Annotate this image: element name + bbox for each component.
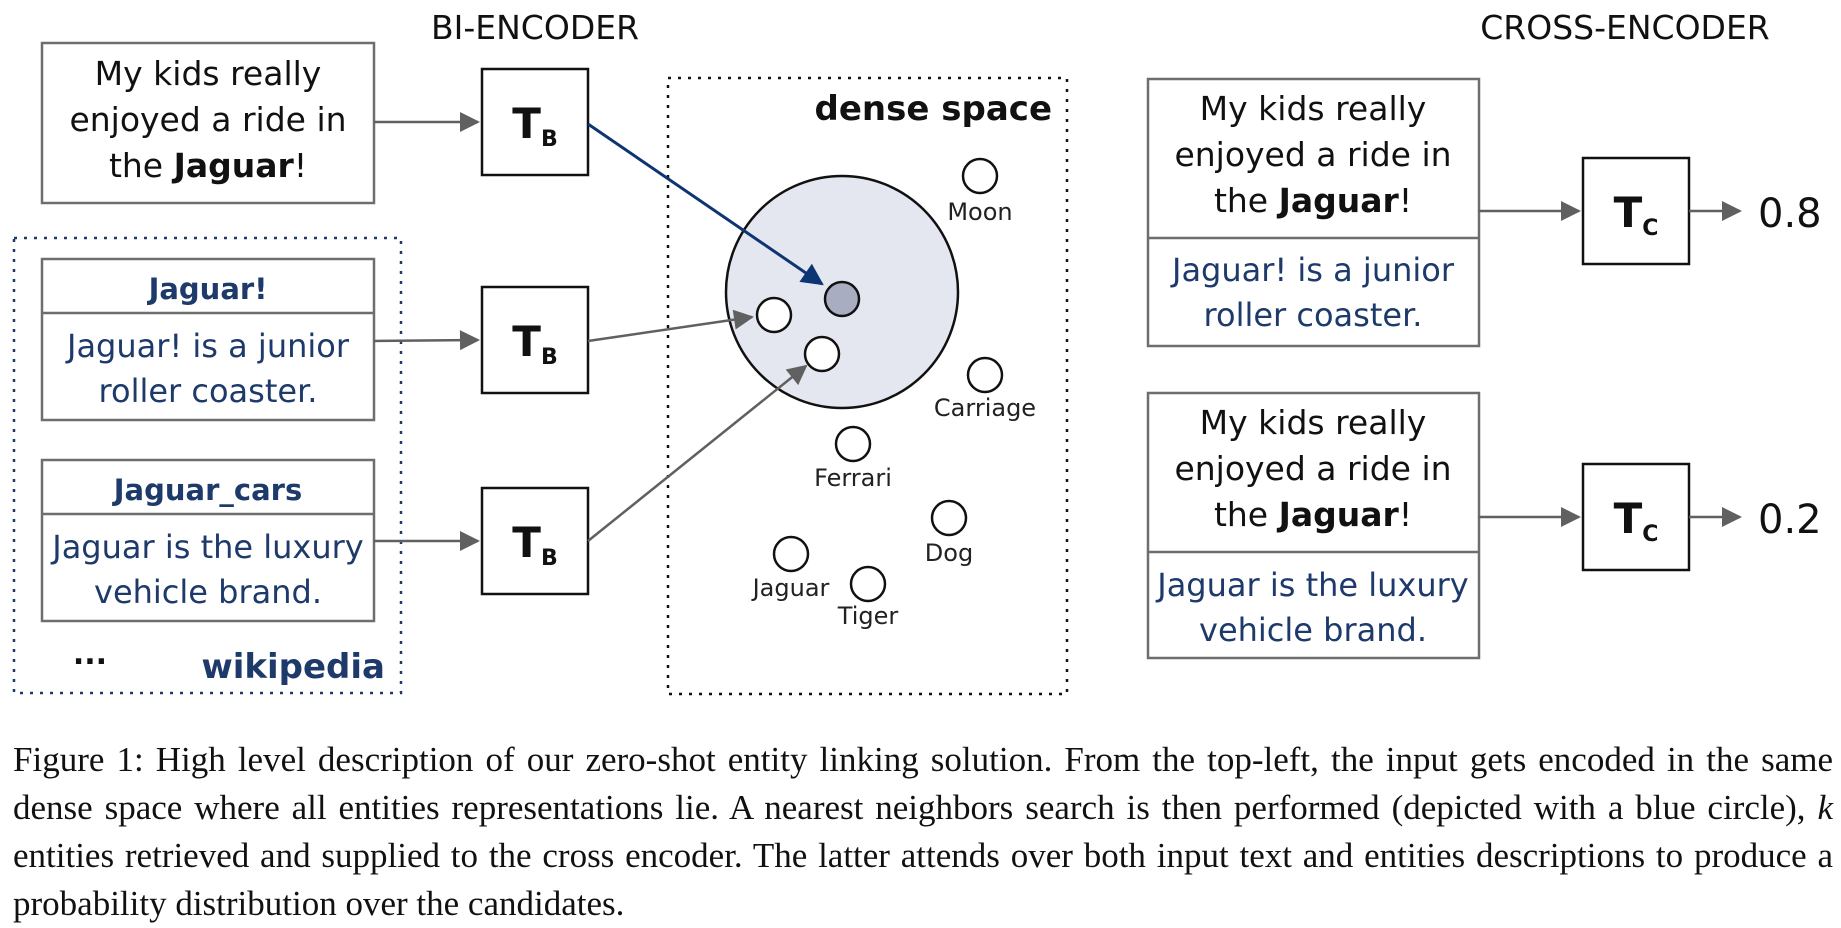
wikipedia-label: wikipedia — [201, 647, 385, 687]
svg-text:TC: TC — [1614, 188, 1659, 241]
svg-text:TC: TC — [1614, 494, 1659, 547]
arrow-query-embedding — [587, 122, 824, 286]
entity-2-desc-line-2: vehicle brand. — [94, 573, 322, 611]
entity-1-title: Jaguar! — [147, 272, 268, 306]
pair-2-input-line-3: the Jaguar! — [1214, 495, 1412, 534]
entity-box-jaguar-coaster: Jaguar! Jaguar! is a junior roller coast… — [40, 257, 376, 422]
entity-point-dog: Dog — [925, 499, 973, 567]
input-mention-box: My kids really enjoyed a ride in the Jag… — [40, 41, 376, 205]
ellipsis-label: ... — [73, 637, 107, 672]
entity-point-jaguar-coaster — [755, 296, 793, 334]
pair-2-desc-line-2: vehicle brand. — [1199, 611, 1427, 649]
cross-encoder-block-2: TC — [1581, 462, 1691, 572]
bi-encoder-block-3: TB — [480, 486, 590, 596]
score-2: 0.2 — [1758, 497, 1822, 543]
svg-text:Moon: Moon — [947, 198, 1012, 226]
svg-text:TB: TB — [512, 317, 557, 370]
input-line-3: the Jaguar! — [109, 146, 307, 185]
dense-space-region — [666, 76, 1069, 696]
bi-encoder-block-1: TB — [480, 67, 590, 177]
pair-1-input-line-2: enjoyed a ride in — [1174, 135, 1451, 174]
cross-encoder-title: CROSS-ENCODER — [1480, 8, 1770, 47]
entity-box-jaguar-cars: Jaguar_cars Jaguar is the luxury vehicle… — [40, 458, 376, 623]
arrow-entity1-to-encoder — [373, 330, 480, 351]
entity-point-moon: Moon — [947, 157, 1013, 226]
svg-text:TB: TB — [512, 518, 557, 571]
entity-2-title: Jaguar_cars — [112, 473, 302, 507]
entity-1-desc-line-2: roller coaster. — [99, 372, 318, 410]
input-line-1: My kids really — [95, 54, 322, 93]
pair-1-desc-line-2: roller coaster. — [1204, 296, 1423, 334]
svg-text:Carriage: Carriage — [934, 394, 1036, 422]
input-line-2: enjoyed a ride in — [69, 100, 346, 139]
cross-encoder-pair-1: My kids really enjoyed a ride in the Jag… — [1146, 77, 1481, 348]
pair-2-input-line-1: My kids really — [1200, 403, 1427, 442]
dense-space-label: dense space — [815, 89, 1052, 129]
pair-2-input-line-2: enjoyed a ride in — [1174, 449, 1451, 488]
entity-1-desc-line-1: Jaguar! is a junior — [65, 327, 350, 365]
entity-point-carriage: Carriage — [934, 356, 1036, 422]
pair-1-input-line-3: the Jaguar! — [1214, 181, 1412, 220]
svg-text:Tiger: Tiger — [837, 602, 899, 630]
bi-encoder-title: BI-ENCODER — [431, 8, 639, 47]
entity-point-jaguar-cars — [803, 335, 841, 373]
entity-point-tiger: Tiger — [837, 565, 899, 630]
pair-2-desc-line-1: Jaguar is the luxury — [1155, 566, 1468, 604]
query-embedding-point — [823, 280, 861, 318]
entity-2-desc-line-1: Jaguar is the luxury — [50, 528, 363, 566]
svg-text:TB: TB — [512, 99, 557, 152]
bi-encoder-block-2: TB — [480, 285, 590, 395]
figure-caption: Figure 1: High level description of our … — [13, 740, 1833, 923]
svg-text:Jaguar: Jaguar — [751, 574, 830, 602]
cross-encoder-block-1: TC — [1581, 156, 1691, 266]
entity-point-ferrari: Ferrari — [814, 425, 892, 492]
arrow-entity1-embedding — [587, 309, 754, 343]
entity-point-jaguar: Jaguar — [751, 535, 830, 602]
arrow-entity2-embedding — [587, 364, 808, 542]
score-1: 0.8 — [1758, 191, 1822, 237]
pair-1-desc-line-1: Jaguar! is a junior — [1170, 251, 1455, 289]
svg-text:Ferrari: Ferrari — [814, 464, 892, 492]
cross-encoder-pair-2: My kids really enjoyed a ride in the Jag… — [1146, 391, 1481, 660]
pair-1-input-line-1: My kids really — [1200, 89, 1427, 128]
svg-text:Dog: Dog — [925, 539, 973, 567]
